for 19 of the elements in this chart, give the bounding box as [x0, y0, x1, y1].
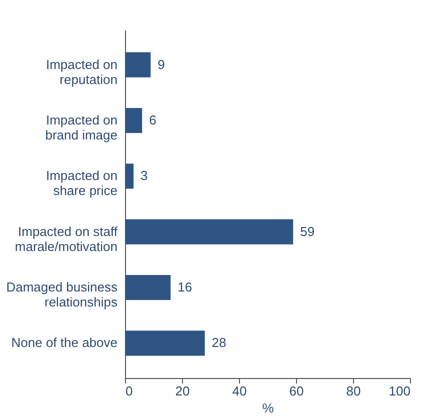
data-label: 16	[178, 280, 192, 295]
y-tick-label: Impacted on reputation	[46, 56, 118, 87]
y-tick-label: Impacted on staff marale/motivation	[14, 224, 118, 254]
y-tick-label: Impacted on brand image	[45, 112, 118, 142]
y-tick-label: Damaged business relationships	[6, 280, 118, 310]
data-label: 6	[149, 112, 156, 128]
x-tick-label: 0	[126, 384, 133, 398]
x-axis-title: %	[262, 400, 274, 416]
data-label: 3	[140, 168, 148, 184]
data-label: 59	[300, 224, 315, 239]
data-label: 9	[158, 56, 165, 72]
y-tick-label: Impacted on share price	[46, 168, 118, 198]
x-tick-label: 60	[289, 384, 304, 398]
data-label: 28	[212, 335, 226, 350]
x-tick-label: 40	[232, 384, 247, 398]
y-tick-label: None of the above	[11, 335, 118, 350]
x-tick-label: 100	[388, 384, 410, 398]
x-tick-label: 20	[175, 384, 190, 398]
x-tick-label: 80	[346, 384, 361, 398]
